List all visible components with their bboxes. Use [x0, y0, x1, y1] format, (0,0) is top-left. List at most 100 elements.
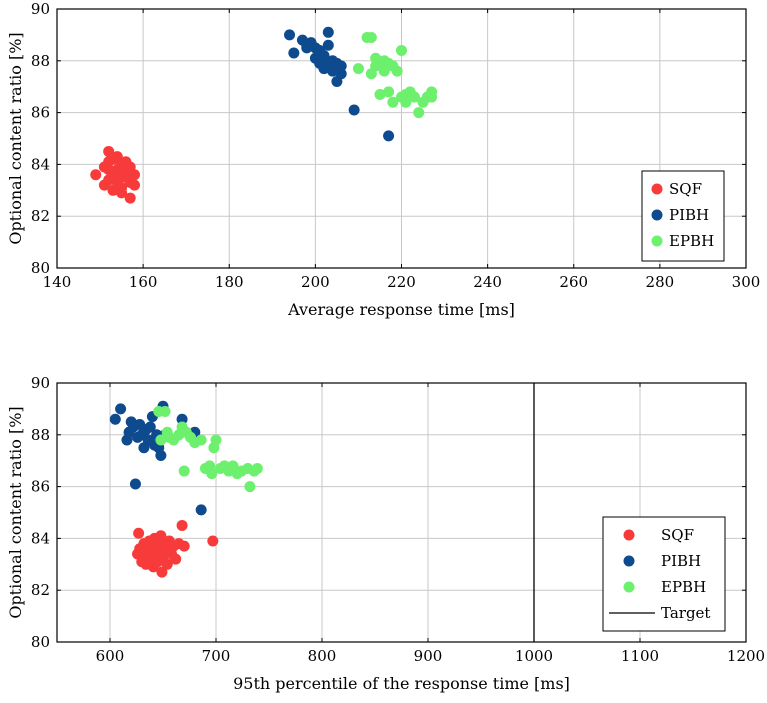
data-point	[129, 179, 141, 191]
y-tick-label: 88	[31, 52, 50, 70]
legend: SQF PIBH EPBH Target	[602, 516, 726, 632]
legend-label: PIBH	[661, 552, 701, 570]
data-point	[124, 192, 136, 204]
data-point	[314, 55, 326, 67]
x-tick-label: 200	[301, 273, 330, 291]
x-tick-label: 280	[646, 273, 675, 291]
data-point	[322, 26, 334, 38]
data-point	[129, 169, 141, 181]
legend-marker	[623, 529, 635, 541]
y-axis-ticks: 80 82 84 86 88 90	[31, 0, 746, 277]
data-point	[396, 44, 407, 56]
legend: SQF PIBH EPBH	[641, 170, 725, 262]
data-point	[161, 558, 173, 570]
data-point	[178, 540, 190, 552]
x-axis-title: 95th percentile of the response time [ms…	[233, 674, 570, 693]
y-tick-label: 86	[31, 104, 50, 122]
data-point	[144, 421, 156, 433]
data-point	[170, 553, 182, 565]
x-tick-label: 1200	[727, 647, 765, 665]
data-point	[90, 169, 102, 181]
y-axis-title: Optional content ratio [%]	[6, 406, 25, 618]
data-point	[176, 413, 188, 425]
data-point	[365, 31, 377, 43]
y-tick-label: 88	[31, 426, 50, 444]
data-point	[288, 47, 300, 59]
legend-marker	[651, 183, 663, 195]
series-pibh	[109, 400, 207, 516]
y-tick-label: 82	[31, 581, 50, 599]
y-tick-label: 80	[31, 633, 50, 651]
data-point	[335, 60, 347, 72]
data-point	[155, 450, 167, 462]
legend-label: SQF	[669, 180, 702, 198]
plot-frame	[56, 382, 747, 643]
series-pibh	[284, 26, 395, 142]
x-tick-label: 240	[473, 273, 502, 291]
data-point	[115, 403, 127, 415]
data-point	[159, 405, 171, 417]
data-point	[155, 530, 167, 542]
x-axis-title: Average response time [ms]	[287, 300, 515, 319]
x-tick-label: 800	[308, 647, 337, 665]
data-point	[133, 527, 145, 539]
x-tick-label: 600	[96, 647, 125, 665]
legend-label: SQF	[661, 526, 694, 544]
y-axis-ticks: 80 82 84 86 88 90	[31, 374, 746, 651]
chart-2: 600 700 800 900 1000 1100 1200 80 82 84 86 88 90 95th…	[6, 374, 765, 693]
data-point	[426, 91, 438, 103]
data-point	[156, 566, 168, 578]
chart-1: 140 160 180 200 220 240 260 280 300 80 82 84 86 88 90 A…	[6, 0, 760, 319]
data-point	[322, 39, 334, 51]
legend-label: EPBH	[669, 232, 714, 250]
x-tick-label: 180	[215, 273, 244, 291]
legend-label: Target	[661, 604, 710, 622]
y-tick-label: 82	[31, 207, 50, 225]
data-point	[210, 434, 222, 446]
legend-label: EPBH	[661, 578, 706, 596]
data-point	[207, 535, 219, 547]
legend-marker	[623, 581, 635, 593]
data-point	[335, 68, 347, 80]
data-point	[251, 462, 263, 474]
series-sqf	[90, 145, 141, 204]
data-point	[206, 468, 218, 480]
data-point	[413, 107, 425, 119]
data-point	[129, 478, 141, 490]
x-axis-ticks: 140 160 180 200 220 240 260 280 300	[43, 9, 761, 291]
y-tick-label: 86	[31, 478, 50, 496]
x-tick-label: 140	[43, 273, 72, 291]
series-epbh	[352, 31, 438, 119]
legend-box	[602, 516, 726, 632]
data-point	[400, 96, 412, 108]
data-point	[107, 171, 119, 183]
data-point	[111, 151, 123, 163]
x-tick-label: 1100	[621, 647, 659, 665]
legend-label: PIBH	[669, 206, 709, 224]
data-point	[387, 60, 399, 72]
data-point	[352, 63, 364, 75]
data-point	[176, 519, 188, 531]
x-tick-label: 1000	[515, 647, 553, 665]
y-tick-label: 84	[31, 155, 50, 173]
data-point	[383, 130, 395, 142]
y-tick-label: 84	[31, 529, 50, 547]
y-tick-label: 90	[31, 374, 50, 392]
data-point	[195, 504, 207, 516]
data-point	[301, 42, 313, 54]
data-point	[155, 434, 167, 446]
x-tick-label: 900	[414, 647, 443, 665]
x-tick-label: 260	[559, 273, 588, 291]
data-point	[408, 91, 420, 103]
data-point	[244, 481, 256, 493]
y-tick-label: 90	[31, 0, 50, 18]
x-tick-label: 300	[732, 273, 761, 291]
data-point	[284, 29, 296, 41]
legend-marker	[651, 235, 663, 247]
series-epbh	[153, 405, 263, 493]
x-axis-ticks: 600 700 800 900 1000 1100 1200	[96, 383, 765, 665]
data-point	[374, 88, 386, 100]
data-point	[348, 104, 360, 116]
data-point	[116, 187, 128, 199]
